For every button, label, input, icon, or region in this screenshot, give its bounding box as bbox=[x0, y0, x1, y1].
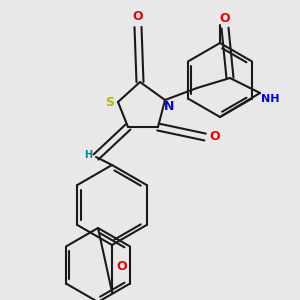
Text: NH: NH bbox=[261, 94, 279, 104]
Text: O: O bbox=[133, 11, 143, 23]
Text: O: O bbox=[220, 11, 230, 25]
Text: H: H bbox=[84, 150, 92, 160]
Text: O: O bbox=[117, 260, 127, 274]
Text: S: S bbox=[106, 95, 115, 109]
Text: N: N bbox=[164, 100, 174, 112]
Text: O: O bbox=[210, 130, 220, 143]
